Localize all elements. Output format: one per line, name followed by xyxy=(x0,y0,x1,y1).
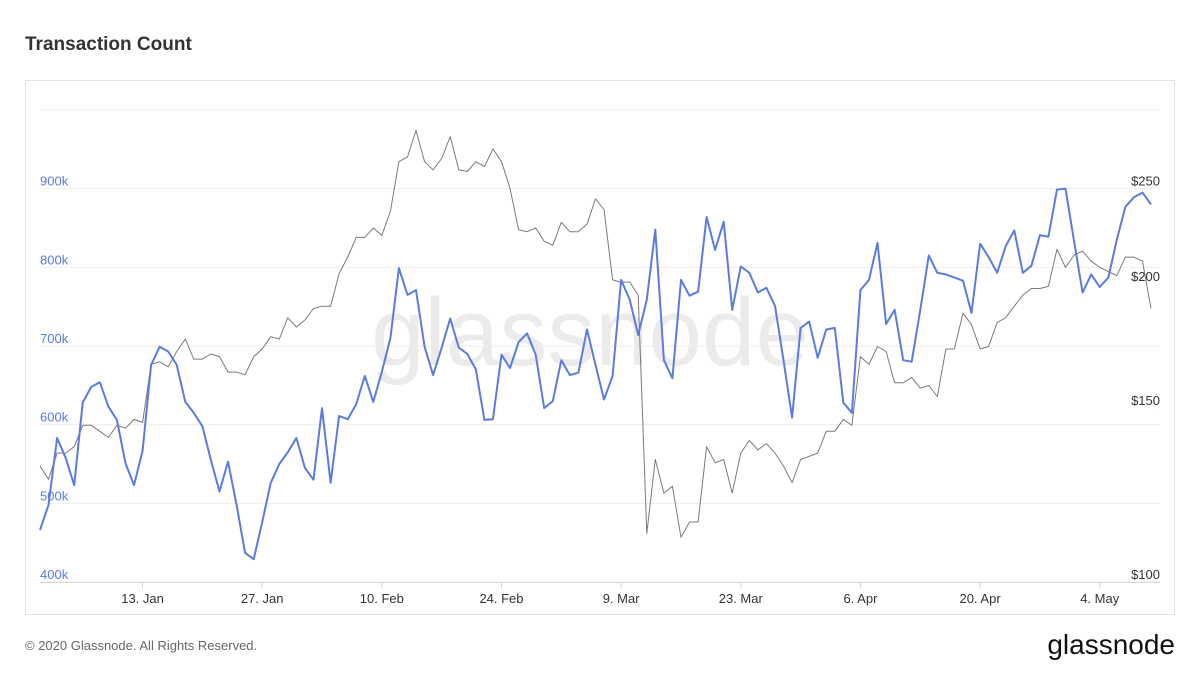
y2-tick-label: $150 xyxy=(1131,393,1160,408)
footer: © 2020 Glassnode. All Rights Reserved. xyxy=(25,638,257,653)
y-tick-label: 400k xyxy=(40,567,69,582)
x-tick-label: 27. Jan xyxy=(241,591,284,606)
y-tick-label: 500k xyxy=(40,488,69,503)
x-tick-label: 24. Feb xyxy=(479,591,523,606)
y-tick-label: 800k xyxy=(40,252,69,267)
watermark: glassnode xyxy=(371,279,809,386)
x-tick-label: 9. Mar xyxy=(603,591,641,606)
x-tick-label: 6. Apr xyxy=(843,591,878,606)
chart-title: Transaction Count xyxy=(25,34,192,55)
chart-frame xyxy=(25,80,1175,615)
x-tick-label: 13. Jan xyxy=(121,591,164,606)
y-tick-label: 700k xyxy=(40,331,69,346)
grid: 400k500k600k700k800k900k$100$150$200$250… xyxy=(40,109,1160,606)
y-tick-label: 600k xyxy=(40,410,69,425)
y-tick-label: 900k xyxy=(40,174,69,189)
y2-tick-label: $250 xyxy=(1131,173,1160,188)
series-line xyxy=(39,130,1152,538)
plot xyxy=(39,130,1152,561)
logo: glassnode xyxy=(1047,629,1175,660)
y2-tick-label: $100 xyxy=(1131,567,1160,582)
x-tick-label: 23. Mar xyxy=(719,591,764,606)
x-tick-label: 10. Feb xyxy=(360,591,404,606)
series-line xyxy=(39,187,1152,561)
x-tick-label: 4. May xyxy=(1080,591,1120,606)
x-tick-label: 20. Apr xyxy=(959,591,1001,606)
